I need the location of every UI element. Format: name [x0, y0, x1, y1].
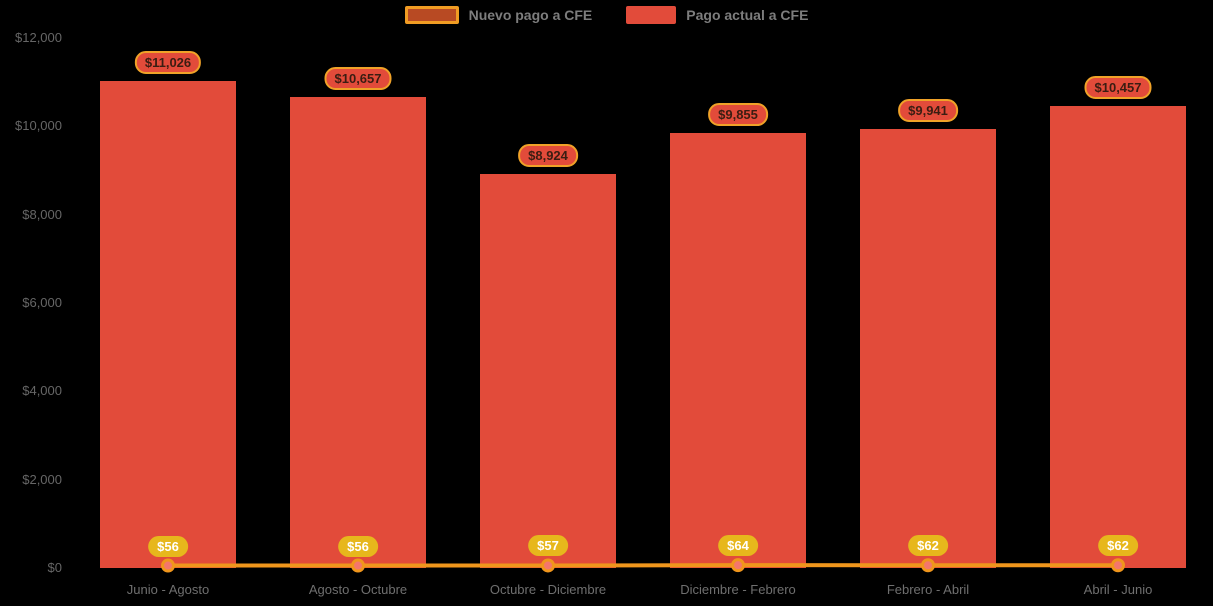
bar-value-label: $9,855	[708, 102, 768, 126]
x-axis-category-label: Octubre - Diciembre	[489, 582, 607, 597]
bar-pago-actual[interactable]	[670, 132, 806, 568]
x-axis-category-label: Abril - Junio	[1083, 582, 1153, 597]
point-value-label: $62	[1098, 535, 1138, 557]
bar-value-label: $9,941	[898, 98, 958, 122]
point-value-label: $62	[908, 535, 948, 557]
y-axis-tick-label: $4,000	[22, 383, 62, 399]
point-value-label: $56	[338, 535, 378, 557]
bar-pago-actual[interactable]	[100, 81, 236, 568]
line-point-marker[interactable]	[731, 558, 745, 573]
bar-pago-actual[interactable]	[290, 97, 426, 568]
y-axis-tick-label: $6,000	[22, 295, 62, 310]
y-axis-tick-label: $0	[47, 560, 62, 575]
bar-series-swatch-icon	[626, 6, 677, 24]
x-axis-category-label: Junio - Agosto	[126, 582, 210, 597]
line-point-marker[interactable]	[541, 558, 555, 573]
bar-pago-actual[interactable]	[1050, 106, 1186, 568]
line-point-marker[interactable]	[921, 558, 935, 573]
line-series-swatch-icon	[404, 6, 459, 24]
line-point-marker[interactable]	[351, 558, 365, 573]
y-axis-tick-label: $10,000	[15, 118, 62, 134]
x-axis-category-label: Diciembre - Febrero	[680, 582, 796, 597]
legend-label: Pago actual a CFE	[686, 7, 809, 23]
legend-item-pago-actual[interactable]: Pago actual a CFE	[626, 6, 808, 24]
y-axis-tick-label: $2,000	[22, 471, 62, 487]
point-value-label: $64	[718, 535, 758, 557]
bar-value-label: $10,657	[324, 67, 392, 91]
legend-label: Nuevo pago a CFE	[468, 7, 593, 23]
line-point-marker[interactable]	[161, 558, 175, 573]
bar-value-label: $10,457	[1084, 76, 1152, 100]
bar-value-label: $11,026	[134, 51, 202, 75]
bar-pago-actual[interactable]	[860, 128, 996, 568]
x-axis-category-label: Febrero - Abril	[886, 582, 970, 597]
chart-legend: Nuevo pago a CFE Pago actual a CFE	[0, 6, 1213, 24]
point-value-label: $56	[148, 535, 188, 557]
x-axis-category-label: Agosto - Octubre	[308, 582, 408, 597]
bar-pago-actual[interactable]	[480, 173, 616, 568]
bar-value-label: $8,924	[518, 143, 578, 167]
legend-item-nuevo-pago[interactable]: Nuevo pago a CFE	[404, 6, 593, 24]
y-axis-tick-label: $8,000	[22, 206, 62, 222]
point-value-label: $57	[528, 535, 568, 557]
line-point-marker[interactable]	[1111, 558, 1125, 573]
y-axis-tick-label: $12,000	[15, 30, 62, 45]
